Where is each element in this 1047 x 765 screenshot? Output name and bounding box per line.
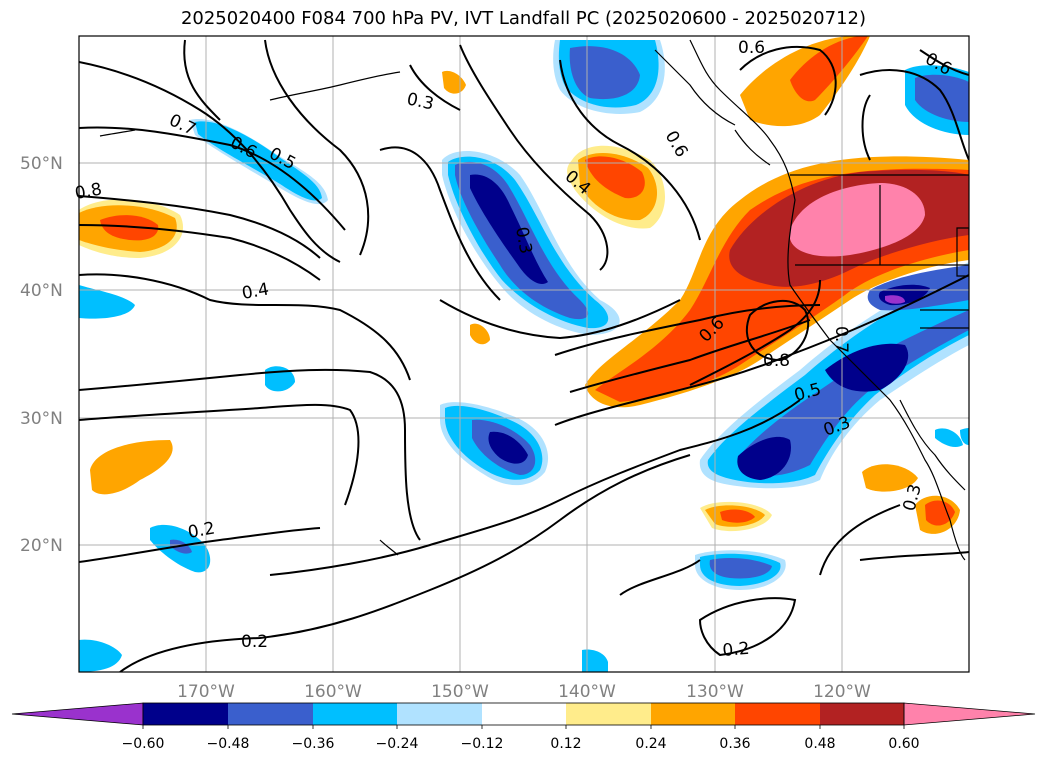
- colorbar-tick-label: 0.48: [804, 736, 835, 752]
- lat-axis: 50°N 40°N 30°N 20°N: [20, 154, 63, 556]
- lat-tick-label: 50°N: [20, 154, 63, 174]
- map-frame: [78, 35, 970, 673]
- colorbar-tick-label: −0.24: [376, 736, 419, 752]
- colorbar-segment: [566, 703, 651, 725]
- colorbar-tick-label: 0.12: [550, 736, 581, 752]
- colorbar-extend-high: [903, 702, 1036, 726]
- colorbar-segment: [143, 703, 228, 725]
- colorbar-frame: [142, 702, 905, 726]
- coastlines: [99, 39, 969, 561]
- chart-title: 2025020400 F084 700 hPa PV, IVT Landfall…: [180, 8, 867, 29]
- lat-tick-label: 20°N: [20, 536, 63, 556]
- colorbar-tick-label: −0.36: [292, 736, 335, 752]
- lat-tick-label: 30°N: [20, 409, 63, 429]
- contour-label: 0.4: [240, 280, 270, 304]
- contour-label: 0.2: [241, 632, 268, 652]
- contour-label: 0.8: [73, 180, 103, 204]
- lon-tick-label: 160°W: [304, 682, 362, 702]
- contour-label: 0.6: [738, 38, 765, 58]
- colorbar-segment: [820, 703, 904, 725]
- contour-label: 0.2: [186, 519, 216, 543]
- colorbar-tick-label: 0.60: [888, 736, 919, 752]
- colorbar-tick-label: −0.48: [207, 736, 250, 752]
- colorbar-segment: [313, 703, 397, 725]
- lon-tick-label: 130°W: [686, 682, 744, 702]
- colorbar-segment: [397, 703, 482, 725]
- lon-tick-label: 140°W: [558, 682, 616, 702]
- contour-label: 0.3: [511, 225, 535, 255]
- lat-tick-label: 40°N: [20, 281, 63, 301]
- negative-shading: [79, 40, 969, 672]
- pv-contours: [79, 39, 969, 672]
- lon-tick-label: 170°W: [177, 682, 235, 702]
- lon-tick-label: 120°W: [813, 682, 871, 702]
- contour-label: 0.7: [831, 326, 851, 353]
- colorbar-segment: [735, 703, 820, 725]
- colorbar-tick-label: −0.60: [122, 736, 165, 752]
- lon-tick-label: 150°W: [431, 682, 489, 702]
- contour-label: 0.2: [722, 639, 751, 661]
- colorbar: −0.60 −0.48 −0.36 −0.24 −0.12 0.12 0.24 …: [11, 702, 1036, 752]
- positive-shading: [79, 36, 969, 534]
- colorbar-tick-label: 0.24: [635, 736, 666, 752]
- lon-axis: 170°W 160°W 150°W 140°W 130°W 120°W: [177, 682, 871, 702]
- colorbar-tick-label: 0.36: [719, 736, 750, 752]
- colorbar-segment: [482, 703, 566, 725]
- colorbar-tick-label: −0.12: [461, 736, 504, 752]
- colorbar-segment: [651, 703, 735, 725]
- contour-label: 0.8: [763, 351, 790, 371]
- colorbar-segment: [228, 703, 313, 725]
- colorbar-extend-low: [11, 702, 144, 726]
- grid-lines: [79, 36, 969, 672]
